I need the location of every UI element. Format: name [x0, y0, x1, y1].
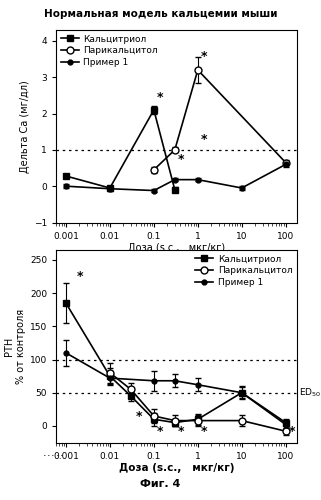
Text: *: *	[157, 92, 163, 104]
Y-axis label: Дельта Са (мг/дл): Дельта Са (мг/дл)	[20, 80, 30, 172]
Text: ·: ·	[60, 451, 64, 461]
Text: ·: ·	[47, 451, 50, 461]
Text: *: *	[200, 425, 207, 438]
X-axis label: Доза (s.c.,   мкг/кг): Доза (s.c., мкг/кг)	[128, 244, 225, 254]
Text: *: *	[77, 270, 84, 283]
Y-axis label: РТН
% от контроля: РТН % от контроля	[4, 308, 26, 384]
Text: ED$_{50}$: ED$_{50}$	[299, 386, 321, 399]
Text: *: *	[135, 410, 142, 422]
Legend: Кальцитриол, Парикальцитол, Пример 1: Кальцитриол, Парикальцитол, Пример 1	[61, 34, 158, 67]
Legend: Кальцитриол, Парикальцитол, Пример 1: Кальцитриол, Парикальцитол, Пример 1	[195, 254, 292, 287]
Text: *: *	[157, 425, 163, 438]
Text: *: *	[200, 133, 207, 146]
Text: *: *	[288, 425, 295, 438]
Text: Фиг. 4: Фиг. 4	[140, 479, 181, 489]
Text: *: *	[200, 50, 207, 62]
Text: ·: ·	[42, 451, 46, 461]
Text: *: *	[178, 153, 184, 166]
Text: *: *	[178, 425, 184, 438]
Text: ·: ·	[51, 451, 55, 461]
Text: ·: ·	[55, 451, 59, 461]
X-axis label: Доза (s.c.,   мкг/кг): Доза (s.c., мкг/кг)	[119, 464, 234, 473]
Text: Нормальная модель кальцемии мыши: Нормальная модель кальцемии мыши	[44, 9, 277, 19]
